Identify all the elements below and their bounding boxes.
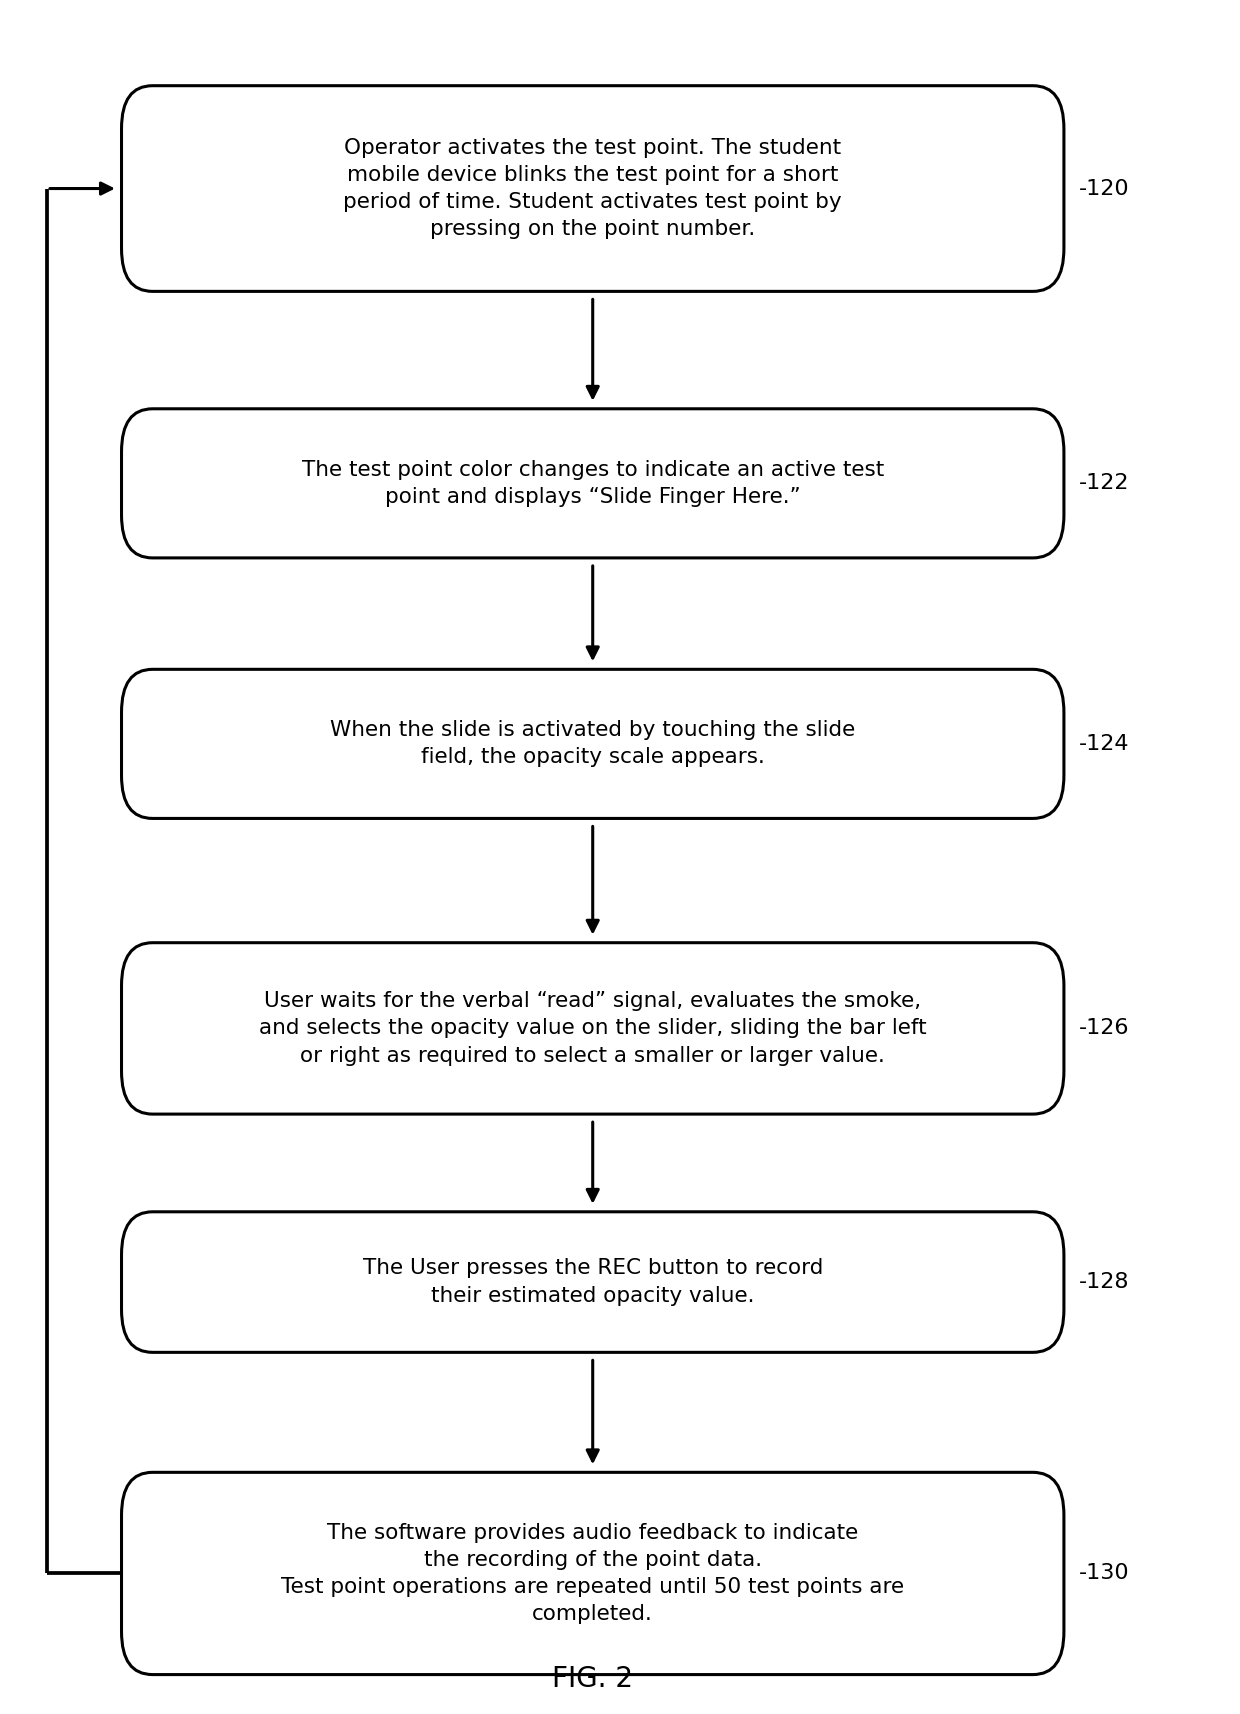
Text: FIG. 2: FIG. 2: [552, 1666, 634, 1693]
FancyBboxPatch shape: [122, 1212, 1064, 1352]
Text: -122: -122: [1079, 473, 1130, 494]
FancyBboxPatch shape: [122, 943, 1064, 1114]
Text: The User presses the REC button to record
their estimated opacity value.: The User presses the REC button to recor…: [362, 1258, 823, 1306]
FancyBboxPatch shape: [122, 1472, 1064, 1675]
FancyBboxPatch shape: [122, 86, 1064, 291]
Text: The software provides audio feedback to indicate
the recording of the point data: The software provides audio feedback to …: [281, 1522, 904, 1625]
Text: -128: -128: [1079, 1272, 1130, 1292]
Text: User waits for the verbal “read” signal, evaluates the smoke,
and selects the op: User waits for the verbal “read” signal,…: [259, 991, 926, 1066]
FancyBboxPatch shape: [122, 670, 1064, 819]
Text: -124: -124: [1079, 734, 1130, 754]
Text: -120: -120: [1079, 178, 1130, 199]
Text: When the slide is activated by touching the slide
field, the opacity scale appea: When the slide is activated by touching …: [330, 720, 856, 768]
Text: -130: -130: [1079, 1563, 1130, 1584]
Text: Operator activates the test point. The student
mobile device blinks the test poi: Operator activates the test point. The s…: [343, 137, 842, 240]
FancyBboxPatch shape: [122, 410, 1064, 559]
Text: -126: -126: [1079, 1018, 1130, 1039]
Text: The test point color changes to indicate an active test
point and displays “Slid: The test point color changes to indicate…: [301, 459, 884, 507]
